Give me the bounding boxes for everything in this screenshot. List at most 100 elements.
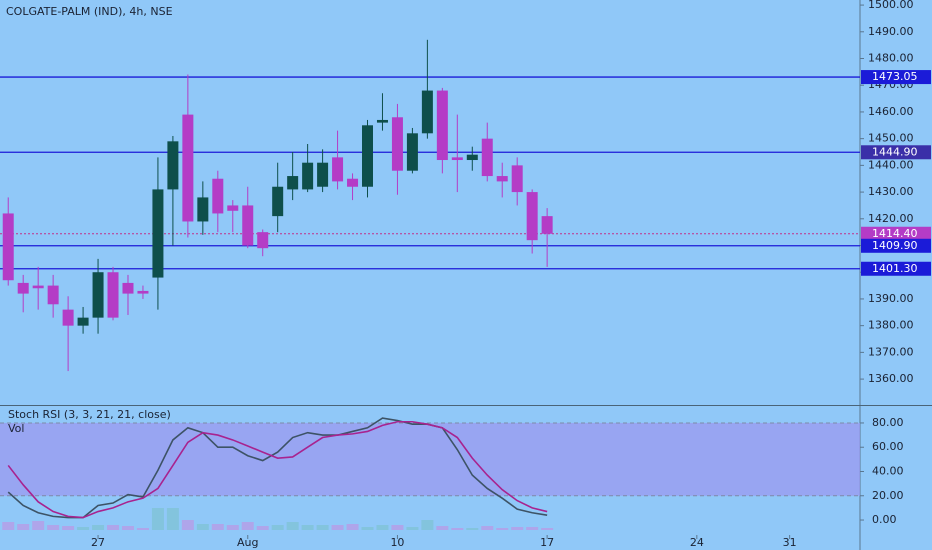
volume-bar	[391, 525, 404, 530]
y-tick-label: 1460.00	[868, 105, 914, 118]
volume-bar	[2, 522, 15, 530]
candle-body	[32, 285, 44, 289]
volume-bar	[406, 527, 419, 530]
y-tick-label: 1440.00	[868, 158, 914, 171]
candle-body	[376, 119, 388, 123]
volume-bar	[526, 527, 539, 530]
volume-bar	[316, 525, 329, 530]
volume-bar	[376, 525, 389, 530]
candle-body	[47, 285, 59, 305]
price-tag-label: 1444.90	[872, 145, 918, 158]
volume-bar	[241, 522, 254, 530]
candle-body	[317, 162, 329, 187]
candle-body	[182, 114, 194, 222]
y-tick-label: 1420.00	[868, 212, 914, 225]
candle-body	[302, 162, 314, 190]
volume-bar	[466, 528, 479, 530]
y-tick-label: 1480.00	[868, 52, 914, 65]
x-tick-label: 17	[540, 536, 554, 549]
volume-bar	[211, 524, 224, 530]
candle-body	[272, 186, 284, 217]
y-tick-label: 1380.00	[868, 319, 914, 332]
candle-body	[167, 141, 179, 190]
price-tag	[861, 238, 931, 253]
volume-bar	[62, 526, 75, 530]
candle-body	[436, 90, 448, 161]
y-tick-label: 1490.00	[868, 25, 914, 38]
y-tick-label: 20.00	[872, 489, 904, 502]
volume-bar	[17, 524, 30, 530]
volume-bar	[346, 524, 359, 530]
volume-bar	[301, 525, 314, 530]
volume-bar	[107, 525, 120, 530]
volume-bar	[181, 520, 194, 530]
candle-body	[362, 125, 374, 187]
volume-bar	[361, 527, 374, 530]
candle-body	[107, 272, 119, 318]
candle-body	[137, 290, 149, 294]
volume-bar	[511, 527, 524, 530]
volume-bar	[451, 528, 464, 530]
volume-title: Vol	[8, 422, 24, 435]
candle-body	[152, 189, 164, 278]
volume-bar	[541, 528, 554, 530]
x-tick-label: 24	[690, 536, 704, 549]
volume-bar	[421, 520, 434, 530]
y-tick-label: 0.00	[872, 513, 897, 526]
price-tag	[861, 261, 931, 276]
y-tick-label: 1370.00	[868, 345, 914, 358]
candle-body	[347, 178, 359, 187]
y-tick-label: 40.00	[872, 464, 904, 477]
candle-body	[481, 138, 493, 177]
stoch-line	[7, 420, 548, 519]
candle-body	[451, 157, 463, 161]
candle-body	[511, 165, 523, 193]
indicator-title: Stoch RSI (3, 3, 21, 21, close)	[8, 408, 171, 421]
volume-bar	[32, 521, 45, 530]
y-tick-label: 1500.00	[868, 0, 914, 11]
volume-bar	[481, 526, 494, 530]
candle-body	[17, 282, 29, 294]
candle-body	[92, 272, 104, 318]
volume-bar	[166, 508, 179, 530]
candle-body	[227, 205, 239, 211]
x-tick-label: Aug	[237, 536, 258, 549]
volume-bar	[226, 525, 239, 530]
volume-bar	[121, 526, 134, 530]
candle-body	[526, 192, 538, 241]
y-tick-label: 60.00	[872, 440, 904, 453]
volume-bar	[271, 525, 284, 530]
candle-body	[242, 205, 254, 246]
volume-bar	[196, 524, 209, 530]
y-tick-label: 1390.00	[868, 292, 914, 305]
candle-body	[62, 309, 74, 326]
candle-body	[197, 197, 209, 222]
price-tag-label: 1414.40	[872, 227, 918, 240]
y-tick-label: 1360.00	[868, 372, 914, 385]
y-tick-label: 80.00	[872, 416, 904, 429]
price-tag	[861, 145, 931, 160]
price-tag	[861, 226, 931, 241]
volume-bar	[92, 525, 105, 530]
x-tick-label: 10	[390, 536, 404, 549]
price-tag-label: 1473.05	[872, 70, 918, 83]
stoch-band	[0, 422, 860, 496]
candle-body	[466, 154, 478, 161]
volume-bar	[331, 525, 344, 530]
y-tick-label: 1430.00	[868, 185, 914, 198]
volume-bar	[151, 508, 164, 530]
volume-bar	[136, 528, 149, 530]
candle-body	[332, 157, 344, 182]
candle-body	[496, 176, 508, 182]
y-tick-label: 1450.00	[868, 132, 914, 145]
x-tick-label: 27	[91, 536, 105, 549]
price-tag-label: 1409.90	[872, 239, 918, 252]
volume-bar	[286, 522, 299, 530]
candle-body	[77, 317, 89, 326]
x-tick-label: 31	[783, 536, 797, 549]
candle-body	[257, 232, 269, 249]
candle-body	[212, 178, 224, 214]
stoch-line	[7, 417, 548, 519]
candle-body	[406, 133, 418, 171]
